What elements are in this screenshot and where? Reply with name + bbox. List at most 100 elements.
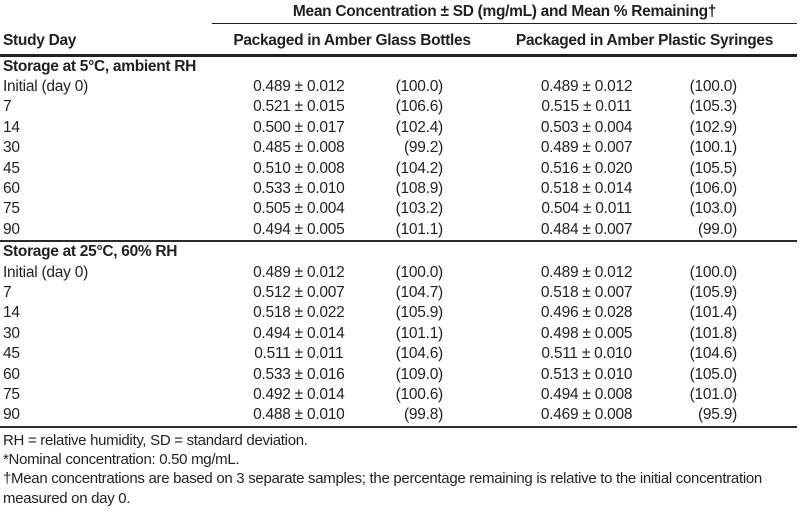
glass-percent-remaining: (108.9) bbox=[395, 179, 444, 197]
glass-mean-concentration: 0.533 ± 0.016 bbox=[253, 365, 345, 383]
glass-percent-remaining: (100.6) bbox=[395, 386, 444, 403]
plastic-syringes-column-header: Packaged in Amber Plastic Syringes bbox=[492, 23, 797, 57]
glass-bottle-cell: 0.533 ± 0.010 (108.9) bbox=[212, 179, 492, 199]
study-day-cell: 30 bbox=[3, 139, 20, 157]
syringe-percent-remaining: (101.0) bbox=[689, 386, 738, 403]
glass-mean-concentration: 0.485 ± 0.008 bbox=[253, 139, 345, 157]
syringe-percent-remaining: (95.9) bbox=[697, 406, 737, 424]
glass-mean-concentration: 0.492 ± 0.014 bbox=[253, 386, 345, 403]
syringe-percent-remaining: (105.9) bbox=[689, 283, 738, 301]
glass-mean-concentration: 0.494 ± 0.005 bbox=[253, 220, 345, 238]
syringe-mean-concentration: 0.489 ± 0.012 bbox=[540, 263, 633, 281]
syringe-mean-concentration: 0.484 ± 0.007 bbox=[540, 220, 633, 238]
plastic-syringe-cell: 0.484 ± 0.007 (99.0) bbox=[492, 220, 797, 241]
syringe-mean-concentration: 0.498 ± 0.005 bbox=[540, 324, 633, 342]
table-row: 45 0.511 ± 0.011 (104.6) 0.511 ± 0.010 (104.… bbox=[0, 344, 797, 364]
study-day-column-header: Study Day bbox=[0, 23, 212, 57]
glass-mean-concentration: 0.489 ± 0.012 bbox=[253, 77, 345, 95]
syringe-mean-concentration: 0.504 ± 0.011 bbox=[541, 200, 632, 218]
study-day-cell: 14 bbox=[3, 118, 20, 136]
plastic-syringe-cell: 0.516 ± 0.020 (105.5) bbox=[492, 159, 797, 179]
plastic-syringe-cell: 0.489 ± 0.007 (100.1) bbox=[492, 138, 797, 158]
syringe-percent-remaining: (101.8) bbox=[689, 324, 738, 342]
glass-bottle-cell: 0.492 ± 0.014 (100.6) bbox=[212, 385, 492, 405]
syringe-mean-concentration: 0.503 ± 0.004 bbox=[540, 118, 633, 136]
study-day-cell: 60 bbox=[3, 365, 20, 383]
glass-bottle-cell: 0.489 ± 0.012 (100.0) bbox=[212, 77, 492, 97]
table-row: 90 0.494 ± 0.005 (101.1) 0.484 ± 0.007 (99.0… bbox=[0, 220, 797, 241]
glass-mean-concentration: 0.521 ± 0.015 bbox=[253, 98, 345, 116]
section-header-row: Storage at 5°C, ambient RH bbox=[0, 54, 797, 77]
table-row: 60 0.533 ± 0.016 (109.0) 0.513 ± 0.010 (105.… bbox=[0, 365, 797, 385]
glass-bottle-cell: 0.518 ± 0.022 (105.9) bbox=[212, 303, 492, 323]
study-day-cell: Initial (day 0) bbox=[3, 263, 88, 281]
glass-percent-remaining: (101.1) bbox=[395, 220, 444, 238]
table-row: Initial (day 0) 0.489 ± 0.012 (100.0) 0.489… bbox=[0, 77, 797, 97]
syringe-percent-remaining: (102.9) bbox=[689, 118, 738, 136]
spanner-header: Mean Concentration ± SD (mg/mL) and Mean… bbox=[212, 0, 797, 24]
syringe-percent-remaining: (104.6) bbox=[689, 345, 738, 363]
syringe-percent-remaining: (101.4) bbox=[689, 304, 738, 322]
plastic-syringe-cell: 0.518 ± 0.007 (105.9) bbox=[492, 283, 797, 303]
syringe-mean-concentration: 0.518 ± 0.007 bbox=[540, 283, 633, 301]
study-day-cell: 7 bbox=[3, 98, 12, 116]
glass-percent-remaining: (100.0) bbox=[395, 263, 444, 281]
syringe-mean-concentration: 0.511 ± 0.010 bbox=[541, 345, 632, 363]
glass-percent-remaining: (100.0) bbox=[395, 77, 444, 95]
glass-bottle-cell: 0.511 ± 0.011 (104.6) bbox=[212, 344, 492, 364]
syringe-percent-remaining: (105.3) bbox=[689, 98, 738, 116]
syringe-mean-concentration: 0.513 ± 0.010 bbox=[540, 365, 633, 383]
plastic-syringe-cell: 0.469 ± 0.008 (95.9) bbox=[492, 405, 797, 428]
syringe-mean-concentration: 0.489 ± 0.012 bbox=[540, 77, 633, 95]
plastic-syringe-cell: 0.489 ± 0.012 (100.0) bbox=[492, 263, 797, 283]
syringe-mean-concentration: 0.518 ± 0.014 bbox=[540, 179, 633, 197]
syringe-mean-concentration: 0.515 ± 0.011 bbox=[541, 98, 632, 116]
study-day-cell: 60 bbox=[3, 179, 20, 197]
table-row: 30 0.485 ± 0.008 (99.2) 0.489 ± 0.007 (100.1… bbox=[0, 138, 797, 158]
plastic-syringe-cell: 0.504 ± 0.011 (103.0) bbox=[492, 199, 797, 219]
table-row: 7 0.521 ± 0.015 (106.6) 0.515 ± 0.011 (105.3… bbox=[0, 97, 797, 117]
glass-bottle-cell: 0.488 ± 0.010 (99.8) bbox=[212, 405, 492, 428]
syringe-percent-remaining: (100.0) bbox=[689, 263, 738, 281]
stability-table: Mean Concentration ± SD (mg/mL) and Mean… bbox=[0, 0, 797, 428]
table-row: 75 0.505 ± 0.004 (103.2) 0.504 ± 0.011 (103.… bbox=[0, 199, 797, 219]
glass-mean-concentration: 0.494 ± 0.014 bbox=[253, 324, 345, 342]
plastic-syringe-cell: 0.494 ± 0.008 (101.0) bbox=[492, 385, 797, 405]
study-day-cell: 14 bbox=[3, 304, 20, 322]
empty-header-cell bbox=[0, 0, 212, 23]
plastic-syringe-cell: 0.511 ± 0.010 (104.6) bbox=[492, 344, 797, 364]
glass-bottle-cell: 0.500 ± 0.017 (102.4) bbox=[212, 118, 492, 138]
glass-percent-remaining: (104.2) bbox=[395, 159, 444, 177]
syringe-mean-concentration: 0.489 ± 0.007 bbox=[540, 139, 633, 157]
footnotes: RH = relative humidity, SD = standard de… bbox=[0, 428, 790, 508]
section-title: Storage at 25°C, 60% RH bbox=[0, 240, 797, 263]
glass-percent-remaining: (104.6) bbox=[395, 345, 444, 363]
glass-bottle-cell: 0.521 ± 0.015 (106.6) bbox=[212, 97, 492, 117]
study-day-cell: 7 bbox=[3, 283, 12, 301]
syringe-mean-concentration: 0.469 ± 0.008 bbox=[540, 406, 633, 424]
syringe-percent-remaining: (106.0) bbox=[689, 179, 738, 197]
table-row: 7 0.512 ± 0.007 (104.7) 0.518 ± 0.007 (105.9… bbox=[0, 283, 797, 303]
glass-bottle-cell: 0.489 ± 0.012 (100.0) bbox=[212, 263, 492, 283]
glass-percent-remaining: (109.0) bbox=[395, 365, 444, 383]
glass-percent-remaining: (99.2) bbox=[403, 139, 443, 157]
study-day-cell: 75 bbox=[3, 200, 20, 218]
glass-bottle-cell: 0.505 ± 0.004 (103.2) bbox=[212, 199, 492, 219]
table-row: 30 0.494 ± 0.014 (101.1) 0.498 ± 0.005 (101.… bbox=[0, 324, 797, 344]
plastic-syringe-cell: 0.489 ± 0.012 (100.0) bbox=[492, 77, 797, 97]
study-day-cell: 45 bbox=[3, 159, 20, 177]
glass-mean-concentration: 0.500 ± 0.017 bbox=[253, 118, 345, 136]
footnote-nominal-concentration: *Nominal concentration: 0.50 mg/mL. bbox=[3, 451, 240, 469]
table-row: 90 0.488 ± 0.010 (99.8) 0.469 ± 0.008 (95.9) bbox=[0, 405, 797, 428]
glass-bottle-cell: 0.494 ± 0.014 (101.1) bbox=[212, 324, 492, 344]
study-day-cell: Initial (day 0) bbox=[3, 77, 88, 95]
table-body: Storage at 5°C, ambient RH Initial (day 0… bbox=[0, 54, 797, 428]
glass-mean-concentration: 0.511 ± 0.011 bbox=[254, 345, 344, 363]
glass-mean-concentration: 0.488 ± 0.010 bbox=[253, 406, 345, 424]
table-row: 14 0.500 ± 0.017 (102.4) 0.503 ± 0.004 (102.… bbox=[0, 118, 797, 138]
glass-percent-remaining: (102.4) bbox=[395, 118, 444, 136]
spanner-header-row: Mean Concentration ± SD (mg/mL) and Mean… bbox=[0, 0, 797, 24]
syringe-percent-remaining: (100.1) bbox=[689, 139, 738, 157]
glass-bottle-cell: 0.485 ± 0.008 (99.2) bbox=[212, 138, 492, 158]
